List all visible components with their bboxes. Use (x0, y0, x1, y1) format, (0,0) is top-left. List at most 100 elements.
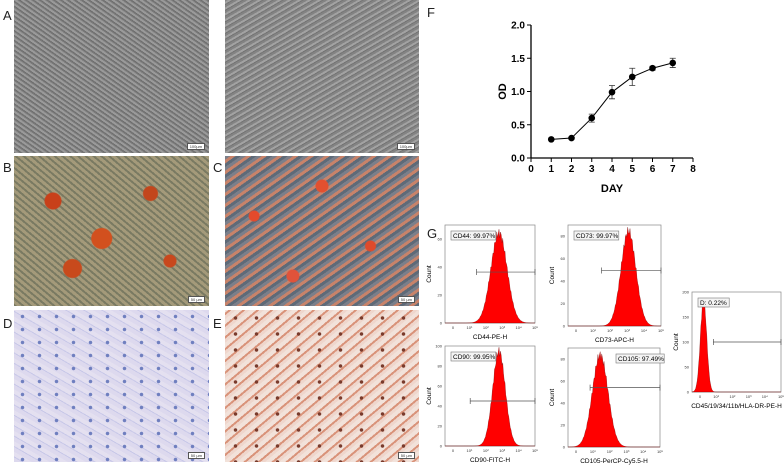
y-tick-label: 1.5 (511, 54, 525, 65)
x-tick-label: 2 (569, 164, 575, 175)
micrograph-c-adipogenic: 50 µm (225, 156, 419, 306)
histogram (445, 229, 536, 324)
y-tick-label: 50 (685, 365, 690, 370)
x-axis-title: CD45/19/34/11b/HLA-DR-PE-H (691, 403, 782, 410)
y-tick-label: 2.0 (511, 21, 525, 32)
gate-marker (601, 267, 662, 274)
y-tick-label: 0 (440, 444, 443, 449)
gate-label-box (573, 230, 620, 241)
x-tick-label: 10³ (499, 448, 505, 453)
data-point (568, 134, 575, 142)
x-tick-label: 10² (483, 448, 489, 453)
histogram-plot: D: 0.22% 0 50 100 150 200 0 10¹ 10² 10³ 10⁴ 10⁵ CD45… (673, 290, 784, 411)
x-tick-label: 4 (609, 164, 615, 175)
gate-marker (589, 384, 661, 391)
x-axis-title: CD73-APC-H (595, 337, 634, 344)
series-line (551, 62, 673, 140)
y-axis-title: Count (549, 267, 556, 285)
y-tick-label: 20 (438, 293, 443, 298)
panel-label-c: C (213, 160, 223, 175)
gate-label: CD105: 97.49% (618, 356, 664, 363)
scale-bar: 100µm (396, 143, 415, 150)
data-point (649, 64, 656, 72)
x-tick-label: 10¹ (467, 325, 473, 330)
y-tick-label: 0.5 (511, 120, 525, 131)
x-tick-label: 10⁴ (516, 448, 522, 453)
x-tick-label: 0 (575, 449, 578, 454)
y-tick-label: 100 (435, 344, 442, 349)
gate-label: CD90: 99.95% (453, 354, 495, 361)
panel-label-b: B (3, 160, 12, 175)
y-tick-label: 20 (561, 423, 566, 428)
y-tick-label: 80 (561, 357, 566, 362)
y-tick-label: 40 (438, 265, 443, 270)
x-tick-label: 10⁵ (778, 394, 784, 399)
gate-label-box (450, 230, 497, 241)
histogram (445, 347, 535, 447)
micrograph-a-right: 100µm (225, 0, 419, 153)
x-tick-label: 0 (452, 448, 455, 453)
y-tick-label: 40 (561, 401, 566, 406)
y-tick-label: 40 (438, 404, 443, 409)
gate-marker (469, 398, 536, 404)
growth-curve-chart: 0 1 2 3 4 5 6 7 8 0.0 0.5 1.0 1.5 2.0 DAY OD (497, 21, 696, 196)
y-tick-label: 150 (682, 315, 689, 320)
x-axis-title: CD105-PerCP-Cy5.5-H (580, 458, 648, 465)
scale-bar: 50 µm (187, 296, 205, 303)
y-tick-label: 200 (682, 290, 689, 295)
histogram-plot: CD73: 99.97% 0 20 40 60 80 0 10¹ 10² 10³ 10⁴ 10⁵ CD7… (549, 224, 664, 344)
x-tick-label: 10⁵ (657, 449, 663, 454)
x-tick-label: 10⁴ (762, 394, 768, 399)
y-tick-label: 1.0 (511, 87, 525, 98)
y-tick-label: 20 (438, 424, 443, 429)
x-tick-label: 10⁴ (516, 325, 522, 330)
x-tick-label: 0 (575, 328, 578, 333)
y-axis-title: Count (673, 333, 680, 351)
y-axis-title: Count (426, 265, 433, 283)
gate-label: CD73: 99.97% (576, 233, 618, 240)
x-tick-label: 10⁵ (532, 448, 538, 453)
x-tick-label: 10³ (624, 328, 630, 333)
scale-bar: 50 µm (397, 452, 415, 459)
y-tick-label: 0 (440, 321, 443, 326)
scale-bar: 100µm (186, 143, 205, 150)
data-point (608, 88, 616, 96)
x-tick-label: 10² (483, 325, 489, 330)
data-point (588, 114, 596, 122)
x-tick-label: 10³ (624, 449, 630, 454)
y-tick-label: 60 (561, 256, 566, 261)
x-axis-title: CD90-FITC-H (470, 457, 510, 464)
histogram (568, 227, 662, 327)
histogram (567, 351, 660, 448)
y-tick-label: 0 (687, 390, 690, 395)
x-tick-label: 0 (452, 325, 455, 330)
x-tick-label: 10¹ (467, 448, 473, 453)
x-tick-label: 10² (730, 394, 736, 399)
panel-label-d: D (3, 316, 13, 331)
histogram-plot: CD44: 99.97% 0 20 40 60 0 10¹ 10² 10³ 10⁴ 10⁵ CD44-… (426, 224, 538, 341)
data-point (669, 59, 677, 67)
micrograph-b-osteogenic: 50 µm (14, 156, 209, 306)
y-tick-label: 80 (438, 364, 443, 369)
x-tick-label: 10⁴ (641, 328, 647, 333)
data-point (547, 136, 555, 143)
y-tick-label: 0 (563, 324, 566, 329)
x-axis-title: DAY (601, 183, 624, 195)
gate-marker (713, 339, 782, 345)
gate-marker (476, 269, 536, 276)
x-tick-label: 1 (548, 164, 554, 175)
x-tick-label: 10⁴ (640, 449, 646, 454)
y-tick-label: 100 (682, 340, 689, 345)
y-tick-label: 60 (438, 237, 443, 242)
histogram (691, 299, 781, 393)
data-point (628, 73, 636, 81)
x-tick-label: 3 (589, 164, 595, 175)
x-tick-label: 0 (699, 394, 702, 399)
y-axis-title: Count (426, 387, 433, 405)
y-tick-label: 40 (561, 279, 566, 284)
y-tick-label: 60 (438, 384, 443, 389)
x-tick-label: 7 (670, 164, 676, 175)
x-tick-label: 0 (528, 164, 534, 175)
micrograph-a-left: 100µm (14, 0, 209, 153)
gate-label: D: 0.22% (700, 300, 727, 307)
